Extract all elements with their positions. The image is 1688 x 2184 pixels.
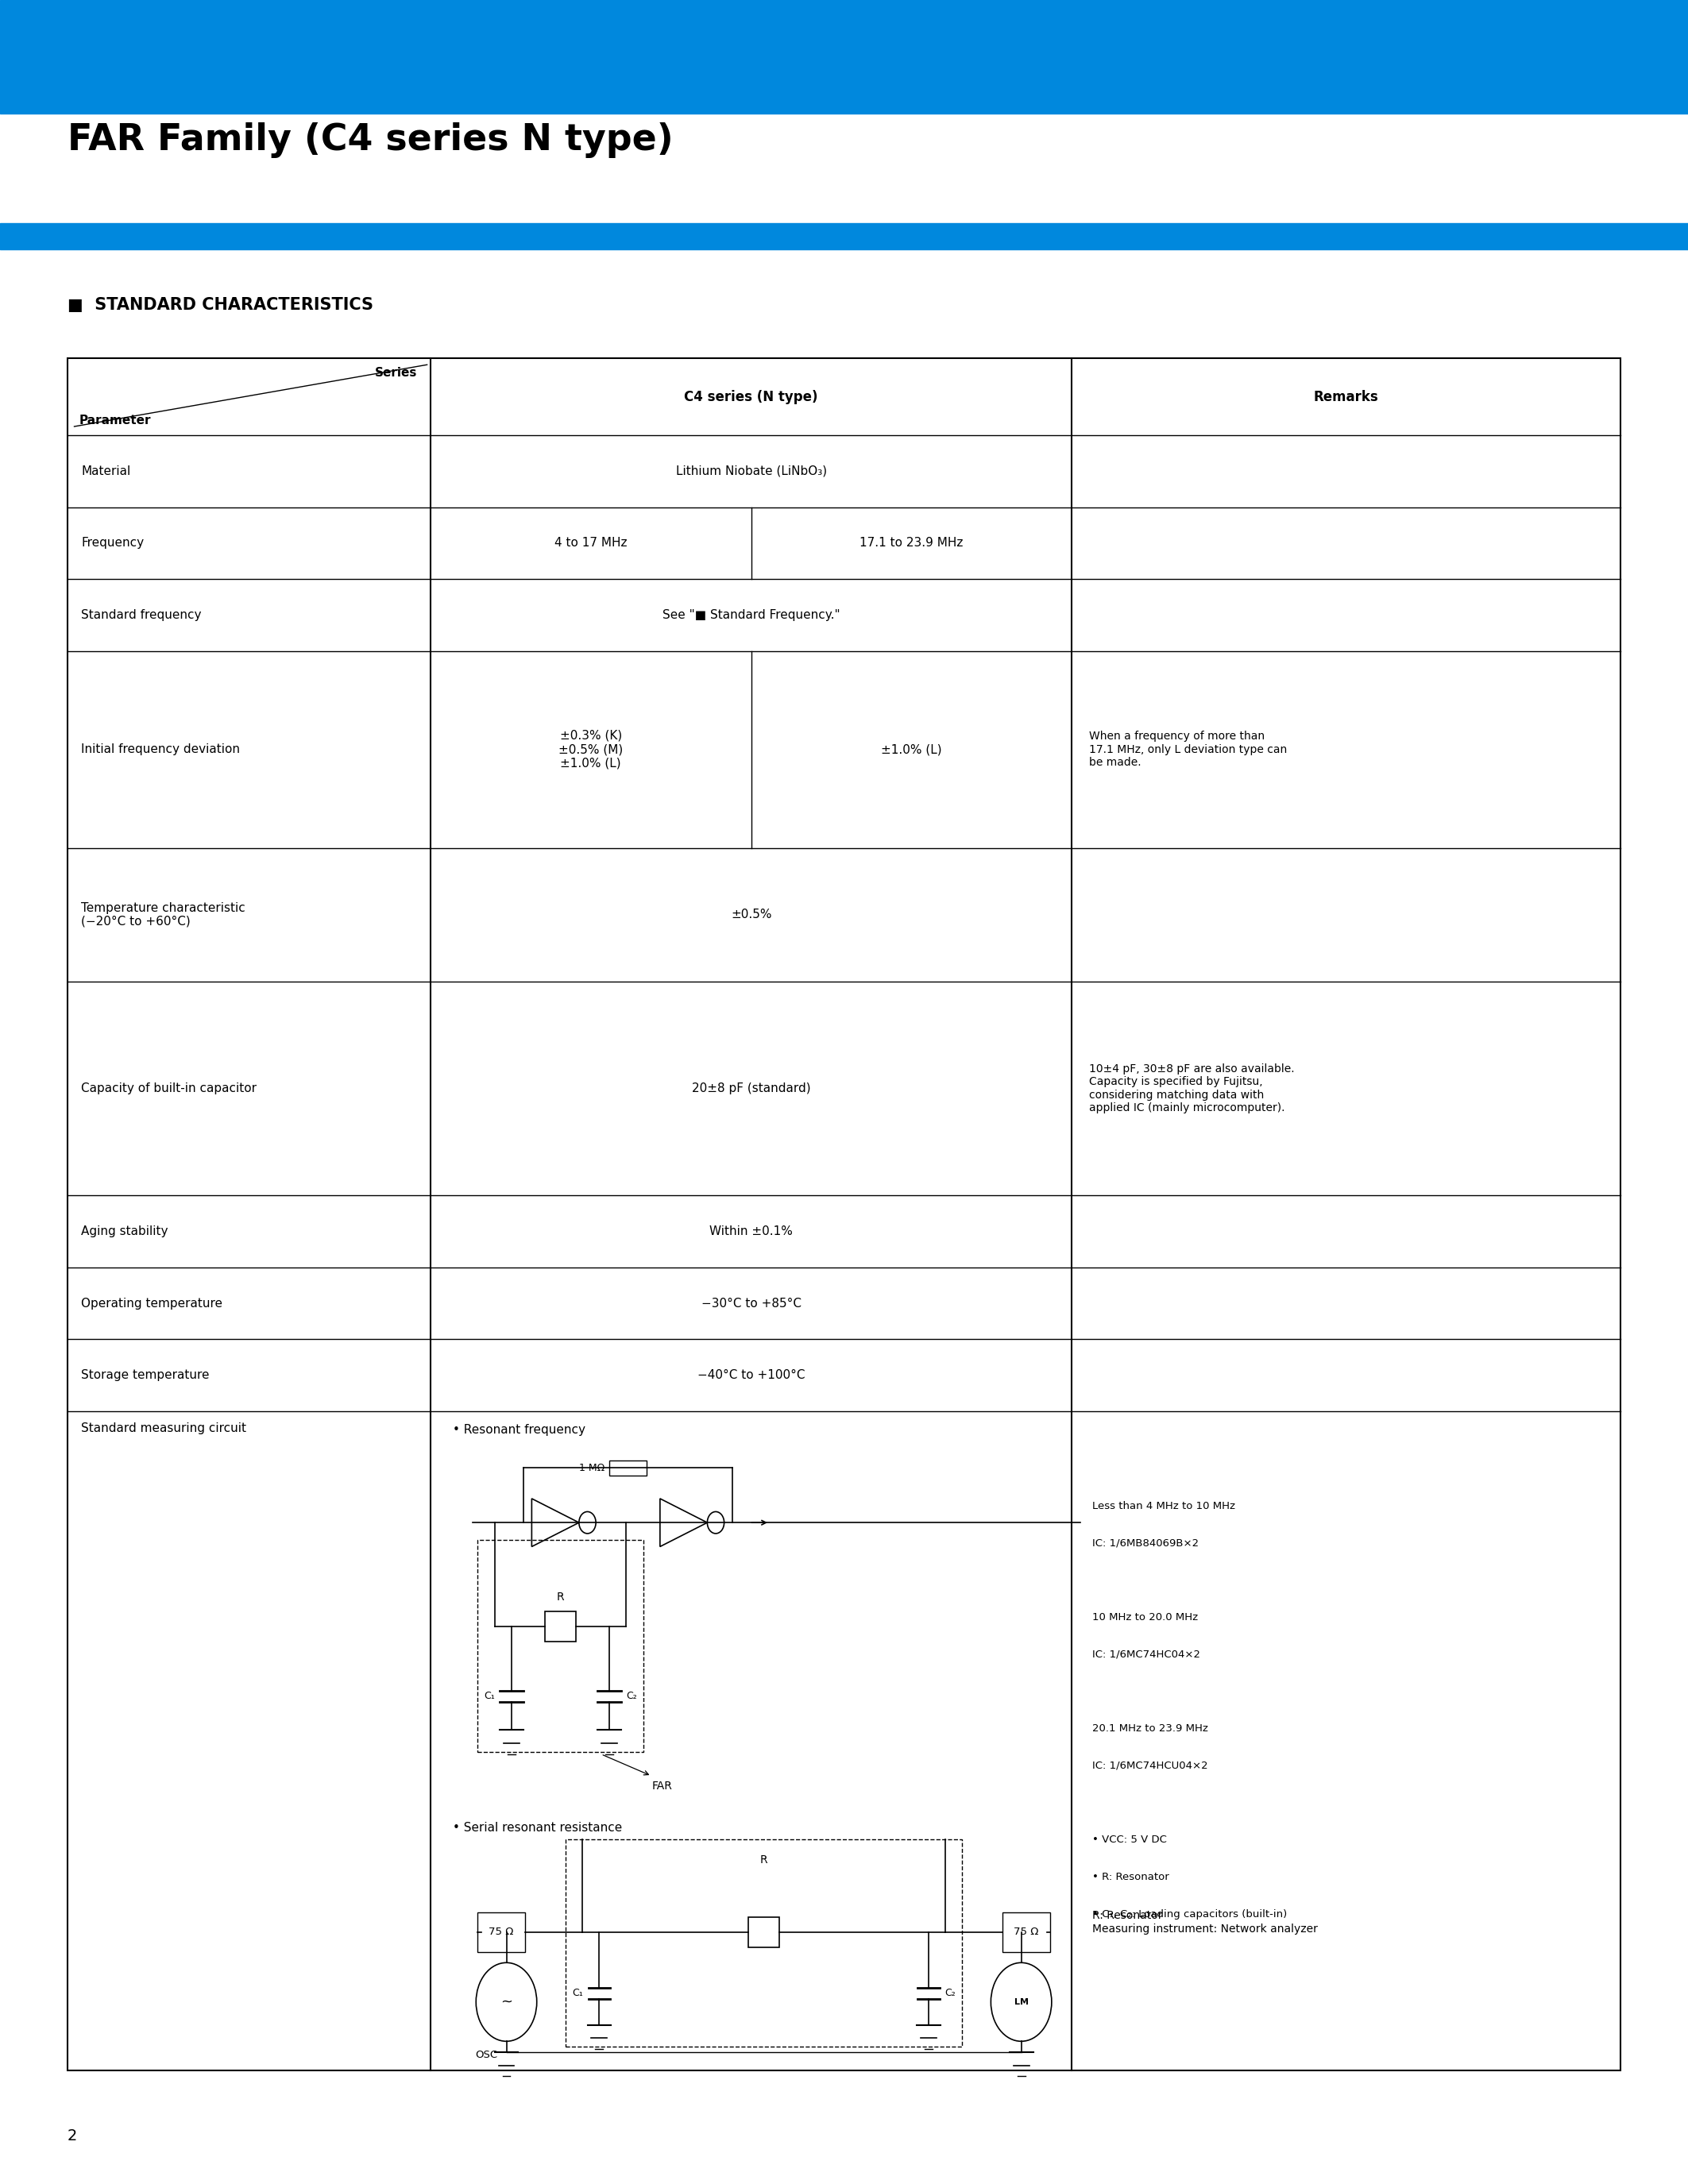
Text: 2: 2 [68, 2129, 78, 2143]
Bar [68, 358, 1620, 2070]
Text: ±0.5%: ±0.5% [731, 909, 771, 922]
Text: • Serial resonant resistance: • Serial resonant resistance [452, 1821, 621, 1835]
Bar [0, 0, 1688, 114]
Text: C₂: C₂ [944, 1987, 955, 1998]
Bar [478, 1913, 525, 1952]
Text: 20.1 MHz to 23.9 MHz: 20.1 MHz to 23.9 MHz [1092, 1723, 1209, 1734]
Text: 10±4 pF, 30±8 pF are also available.
Capacity is specified by Fujitsu,
consideri: 10±4 pF, 30±8 pF are also available. Cap… [1089, 1064, 1295, 1114]
Text: Standard frequency: Standard frequency [81, 609, 201, 620]
Text: 20±8 pF (standard): 20±8 pF (standard) [692, 1083, 810, 1094]
Text: C₂: C₂ [626, 1690, 636, 1701]
Text: Temperature characteristic
(−20°C to +60°C): Temperature characteristic (−20°C to +60… [81, 902, 245, 928]
Text: 4 to 17 MHz: 4 to 17 MHz [554, 537, 628, 548]
Text: ■  STANDARD CHARACTERISTICS: ■ STANDARD CHARACTERISTICS [68, 297, 373, 312]
Text: 75 Ω: 75 Ω [1014, 1926, 1038, 1937]
Text: −40°C to +100°C: −40°C to +100°C [697, 1369, 805, 1380]
Text: LM: LM [1014, 1998, 1028, 2005]
Text: 1 MΩ: 1 MΩ [579, 1463, 604, 1474]
Bar [565, 1839, 962, 2046]
Text: IC: 1/6MC74HCU04×2: IC: 1/6MC74HCU04×2 [1092, 1760, 1209, 1771]
Text: Aging stability: Aging stability [81, 1225, 169, 1238]
Text: FAR Family (C4 series N type): FAR Family (C4 series N type) [68, 122, 674, 157]
Text: Standard measuring circuit: Standard measuring circuit [81, 1422, 246, 1435]
Text: Lithium Niobate (LiNbO₃): Lithium Niobate (LiNbO₃) [675, 465, 827, 476]
Text: Initial frequency deviation: Initial frequency deviation [81, 743, 240, 756]
Text: ~: ~ [500, 1994, 513, 2009]
Text: Operating temperature: Operating temperature [81, 1297, 223, 1308]
Text: Series: Series [375, 367, 417, 378]
Text: ±0.3% (K)
±0.5% (M)
±1.0% (L): ±0.3% (K) ±0.5% (M) ±1.0% (L) [559, 729, 623, 769]
Text: Frequency: Frequency [81, 537, 143, 548]
Text: ±1.0% (L): ±1.0% (L) [881, 743, 942, 756]
Text: 75 Ω: 75 Ω [490, 1926, 513, 1937]
Text: −30°C to +85°C: −30°C to +85°C [701, 1297, 802, 1308]
Text: R: R [557, 1592, 564, 1603]
Text: C₁: C₁ [572, 1987, 584, 1998]
Text: • VCC: 5 V DC: • VCC: 5 V DC [1092, 1835, 1166, 1845]
Bar [1003, 1913, 1050, 1952]
Text: When a frequency of more than
17.1 MHz, only L deviation type can
be made.: When a frequency of more than 17.1 MHz, … [1089, 732, 1286, 769]
Text: 10 MHz to 20.0 MHz: 10 MHz to 20.0 MHz [1092, 1612, 1198, 1623]
Text: OSC: OSC [474, 2051, 498, 2060]
Text: IC: 1/6MB84069B×2: IC: 1/6MB84069B×2 [1092, 1538, 1198, 1548]
Text: C₁: C₁ [484, 1690, 495, 1701]
Bar [545, 1612, 576, 1642]
Text: Within ±0.1%: Within ±0.1% [709, 1225, 793, 1238]
Text: R: Resonator
Measuring instrument: Network analyzer: R: Resonator Measuring instrument: Netwo… [1092, 1911, 1318, 1935]
Text: Parameter: Parameter [79, 415, 152, 426]
Text: Remarks: Remarks [1313, 389, 1379, 404]
Text: • C₁, C₂: Loading capacitors (built-in): • C₁, C₂: Loading capacitors (built-in) [1092, 1909, 1286, 1920]
Text: Capacity of built-in capacitor: Capacity of built-in capacitor [81, 1083, 257, 1094]
Text: • Resonant frequency: • Resonant frequency [452, 1424, 586, 1437]
Bar [609, 1461, 647, 1476]
Text: 17.1 to 23.9 MHz: 17.1 to 23.9 MHz [859, 537, 964, 548]
Text: IC: 1/6MC74HC04×2: IC: 1/6MC74HC04×2 [1092, 1649, 1200, 1660]
Bar [478, 1540, 643, 1752]
Text: Less than 4 MHz to 10 MHz: Less than 4 MHz to 10 MHz [1092, 1500, 1236, 1511]
Text: R: R [760, 1854, 768, 1865]
Text: Material: Material [81, 465, 130, 476]
Text: See "■ Standard Frequency.": See "■ Standard Frequency." [662, 609, 841, 620]
Text: • R: Resonator: • R: Resonator [1092, 1872, 1170, 1883]
Text: FAR: FAR [652, 1780, 672, 1791]
Bar [0, 223, 1688, 249]
Bar [749, 1918, 780, 1948]
Text: C4 series (N type): C4 series (N type) [684, 389, 819, 404]
Text: Storage temperature: Storage temperature [81, 1369, 209, 1380]
